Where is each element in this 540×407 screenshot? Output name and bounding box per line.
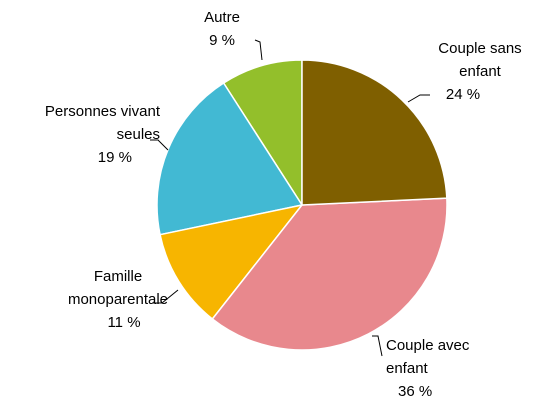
value-label: 36 % [398, 383, 433, 400]
leader-line [152, 289, 179, 304]
category-label: Personnes vivant seules [44, 103, 160, 143]
pie-slice [156, 81, 304, 236]
slice-label: Couple avec enfant 36 % [386, 334, 496, 403]
slice-label: Personnes vivant seules 19 % [30, 100, 160, 169]
slice-label: Autre 9 % [180, 6, 264, 52]
value-label: 19 % [97, 149, 132, 166]
leader-line [254, 39, 263, 61]
leader-line [150, 139, 169, 151]
leader-line [407, 94, 430, 103]
pie-slice [211, 197, 448, 351]
leader-lines [150, 39, 430, 357]
category-label: Couple sans enfant [438, 40, 522, 80]
slice-label: Couple sans enfant 24 % [420, 37, 540, 106]
value-label: 9 % [209, 32, 235, 49]
category-label: Autre [204, 9, 240, 26]
slice-label: Famille monoparentale 11 % [55, 265, 181, 334]
value-label: 24 % [445, 86, 481, 103]
pie-slice [222, 59, 303, 208]
leader-line [372, 335, 383, 357]
pie-slice [159, 203, 304, 321]
category-label: Couple avec enfant [386, 337, 470, 377]
value-label: 11 % [107, 314, 141, 331]
pie-slice [301, 59, 448, 206]
category-label: Famille monoparentale [67, 268, 169, 308]
